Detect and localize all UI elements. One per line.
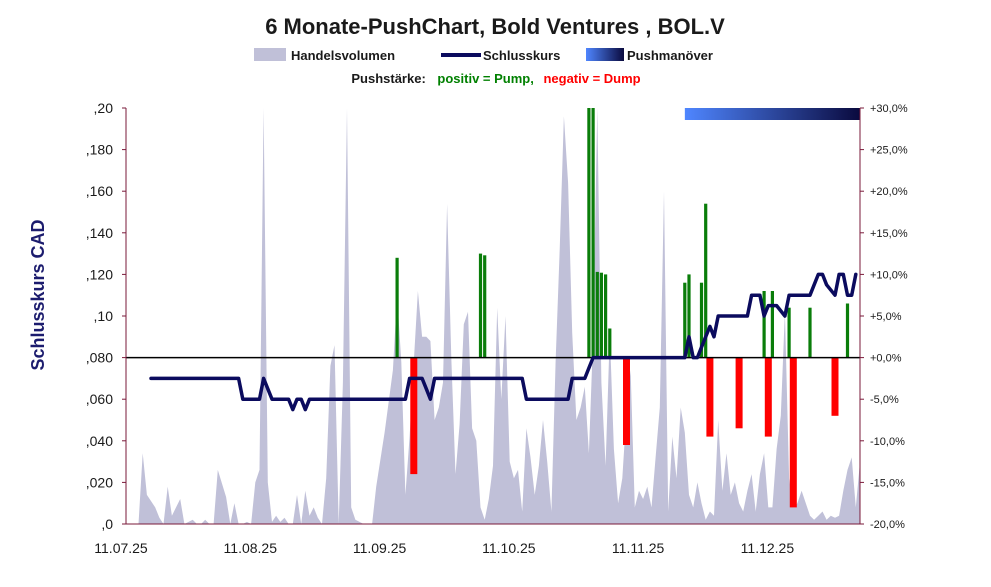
y-right-tick-label-6: +0,0% <box>870 353 902 365</box>
subtitle-negative: negativ = Dump <box>543 71 640 86</box>
push-bar-8 <box>604 274 608 358</box>
y-right-tick-label-8: -10,0% <box>870 436 905 448</box>
pushmanoever-band <box>684 108 860 120</box>
push-bar-24 <box>845 303 850 358</box>
y-left-tick-label-6: ,120 <box>86 266 113 282</box>
legend: Handelsvolumen Schlusskurs Pushmanöver <box>254 48 713 63</box>
price-line <box>149 272 858 412</box>
y-right-tick-label-0: +30,0% <box>870 103 908 115</box>
y-left-tick-label-9: ,180 <box>86 142 113 158</box>
push-bar-1 <box>410 357 418 475</box>
y-left-tick-label-4: ,080 <box>86 350 113 366</box>
x-tick-label-2: 11.09.25 <box>353 540 407 556</box>
y-right-tick-label-7: -5,0% <box>870 394 899 406</box>
y-left-tick-label-8: ,160 <box>86 183 113 199</box>
x-tick-label-0: 11.07.25 <box>94 540 148 556</box>
x-tick-label-3: 11.10.25 <box>482 540 536 556</box>
y-right-tick-label-4: +10,0% <box>870 269 908 281</box>
y-axis-right-ticks: +30,0% +25,0% +20,0% +15,0% +10,0% +5,0% +0,0%… <box>860 103 908 531</box>
push-bar-10 <box>623 357 630 445</box>
y-right-tick-label-10: -20,0% <box>870 519 905 531</box>
push-bar-5 <box>591 108 595 358</box>
x-tick-label-1: 11.08.25 <box>224 540 278 556</box>
push-bar-4 <box>587 108 591 358</box>
push-bar-23 <box>831 357 839 416</box>
price-series <box>149 272 858 412</box>
legend-swatch-pushmanoever <box>586 48 624 61</box>
push-bar-19 <box>770 291 774 358</box>
legend-label-volume: Handelsvolumen <box>291 48 395 63</box>
volume-area <box>126 108 860 524</box>
y-left-tick-label-0: ,0 <box>101 516 113 532</box>
push-bar-0 <box>395 257 399 358</box>
y-left-tick-label-3: ,060 <box>86 391 113 407</box>
x-axis-ticks: 11.07.25 11.08.25 11.09.25 11.10.25 11.11.25… <box>94 540 794 556</box>
push-bar-18 <box>764 357 772 437</box>
x-tick-label-5: 11.12.25 <box>741 540 795 556</box>
y-right-tick-label-2: +20,0% <box>870 186 908 198</box>
push-bar-3 <box>483 255 487 358</box>
push-bar-2 <box>478 253 483 358</box>
push-bar-9 <box>608 328 612 358</box>
chart-title: 6 Monate-PushChart, Bold Ventures , BOL.… <box>265 14 725 39</box>
y-axis-label: Schlusskurs CAD <box>28 219 48 370</box>
y-left-tick-label-1: ,020 <box>86 474 113 490</box>
chart-subtitle: Pushstärke: positiv = Pump, negativ = Du… <box>351 71 640 86</box>
push-bars <box>395 108 850 508</box>
push-bar-22 <box>808 307 812 358</box>
push-bar-14 <box>704 203 708 358</box>
legend-label-price: Schlusskurs <box>483 48 560 63</box>
axes <box>125 108 861 525</box>
push-bar-7 <box>599 272 603 358</box>
legend-swatch-volume <box>254 48 286 61</box>
y-right-tick-label-5: +5,0% <box>870 311 902 323</box>
y-left-tick-label-2: ,040 <box>86 433 113 449</box>
push-bar-15 <box>706 357 714 437</box>
volume-series <box>126 108 860 524</box>
y-right-tick-label-3: +15,0% <box>870 228 908 240</box>
pushmanoever-bar <box>684 108 860 120</box>
y-left-tick-label-5: ,10 <box>94 308 114 324</box>
push-bar-17 <box>762 291 766 358</box>
y-left-tick-label-7: ,140 <box>86 225 113 241</box>
push-bar-16 <box>735 357 743 429</box>
subtitle-positive: positiv = Pump, <box>437 71 533 86</box>
y-left-tick-label-10: ,20 <box>94 100 114 116</box>
y-right-tick-label-9: -15,0% <box>870 477 905 489</box>
push-bar-13 <box>699 282 704 358</box>
push-bar-6 <box>595 271 599 358</box>
push-bar-12 <box>687 274 691 358</box>
y-right-tick-label-1: +25,0% <box>870 145 908 157</box>
subtitle-prefix: Pushstärke: <box>351 71 425 86</box>
push-bar-20 <box>787 307 791 358</box>
push-bar-11 <box>683 282 687 358</box>
push-bar-21 <box>789 357 797 508</box>
x-tick-label-4: 11.11.25 <box>612 540 665 556</box>
legend-label-pushmanoever: Pushmanöver <box>627 48 713 63</box>
y-axis-left-ticks: ,0 ,020 ,040 ,060 ,080 ,10 ,120 ,140 ,160 ,180 ,20 <box>86 100 126 532</box>
